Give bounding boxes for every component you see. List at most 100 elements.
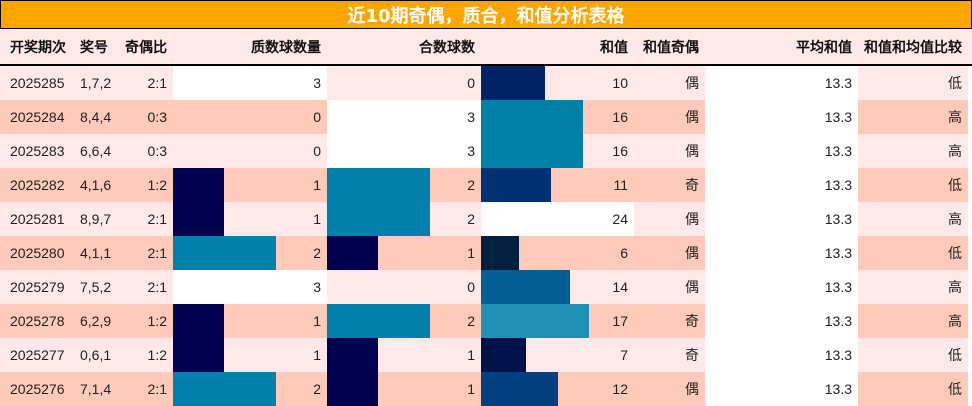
prime-count-value: 3 xyxy=(313,75,321,91)
composite-count-bar xyxy=(327,236,378,270)
composite-count-value: 2 xyxy=(467,211,475,227)
cell-avg-sum: 13.3 xyxy=(705,338,858,372)
composite-count-bar xyxy=(327,338,378,372)
cell-composite-count: 0 xyxy=(327,270,481,304)
sum-value: 10 xyxy=(612,75,628,91)
cell-sum-vs-avg: 低 xyxy=(858,66,968,100)
composite-count-value: 0 xyxy=(467,75,475,91)
cell-odd-even-ratio: 2:1 xyxy=(118,202,173,236)
sum-bar xyxy=(481,202,634,236)
sum-value: 6 xyxy=(620,245,628,261)
cell-prime-count: 3 xyxy=(173,270,327,304)
sum-bar xyxy=(481,66,545,100)
cell-sum-vs-avg: 高 xyxy=(858,270,968,304)
prime-count-value: 3 xyxy=(313,279,321,295)
prime-count-bar xyxy=(173,372,276,406)
cell-odd-even-ratio: 2:1 xyxy=(118,270,173,304)
composite-count-value: 2 xyxy=(467,177,475,193)
cell-prime-count: 0 xyxy=(173,134,327,168)
cell-composite-count: 2 xyxy=(327,304,481,338)
prime-count-value: 1 xyxy=(313,177,321,193)
table-row: 2025279 7,5,2 2:1 3 0 14 偶 13.3 高 xyxy=(0,270,972,304)
cell-prime-count: 1 xyxy=(173,168,327,202)
cell-sum: 11 xyxy=(481,168,634,202)
cell-sum-parity: 偶 xyxy=(634,236,705,270)
cell-sum-parity: 偶 xyxy=(634,270,705,304)
composite-count-bar xyxy=(327,202,430,236)
cell-sum: 6 xyxy=(481,236,634,270)
cell-sum-vs-avg: 低 xyxy=(858,168,968,202)
sum-value: 17 xyxy=(612,313,628,329)
sum-bar xyxy=(481,304,589,338)
table-row: 2025282 4,1,6 1:2 1 2 11 奇 13.3 低 xyxy=(0,168,972,202)
composite-count-bar xyxy=(327,304,430,338)
cell-prime-count: 1 xyxy=(173,304,327,338)
cell-composite-count: 2 xyxy=(327,168,481,202)
prime-count-bar xyxy=(173,338,224,372)
sum-bar xyxy=(481,338,526,372)
table-row: 2025276 7,1,4 2:1 2 1 12 偶 13.3 低 xyxy=(0,372,972,406)
cell-numbers: 7,1,4 xyxy=(75,372,120,406)
cell-avg-sum: 13.3 xyxy=(705,270,858,304)
composite-count-value: 1 xyxy=(467,245,475,261)
table-row: 2025285 1,7,2 2:1 3 0 10 偶 13.3 低 xyxy=(0,66,972,100)
prime-count-value: 1 xyxy=(313,347,321,363)
cell-composite-count: 1 xyxy=(327,236,481,270)
sum-value: 16 xyxy=(612,143,628,159)
cell-numbers: 6,6,4 xyxy=(75,134,120,168)
composite-count-value: 2 xyxy=(467,313,475,329)
cell-issue: 2025283 xyxy=(0,134,75,168)
composite-count-value: 3 xyxy=(467,143,475,159)
cell-sum-vs-avg: 低 xyxy=(858,338,968,372)
cell-odd-even-ratio: 0:3 xyxy=(118,100,173,134)
cell-composite-count: 1 xyxy=(327,372,481,406)
cell-numbers: 0,6,1 xyxy=(75,338,120,372)
cell-issue: 2025279 xyxy=(0,270,75,304)
sum-bar xyxy=(481,372,558,406)
composite-count-bar xyxy=(327,168,430,202)
composite-count-value: 1 xyxy=(467,347,475,363)
cell-avg-sum: 13.3 xyxy=(705,304,858,338)
cell-sum-parity: 偶 xyxy=(634,66,705,100)
cell-composite-count: 1 xyxy=(327,338,481,372)
cell-sum: 10 xyxy=(481,66,634,100)
cell-avg-sum: 13.3 xyxy=(705,100,858,134)
cell-sum-vs-avg: 低 xyxy=(858,236,968,270)
cell-odd-even-ratio: 2:1 xyxy=(118,66,173,100)
cell-sum-parity: 偶 xyxy=(634,372,705,406)
cell-avg-sum: 13.3 xyxy=(705,134,858,168)
cell-avg-sum: 13.3 xyxy=(705,236,858,270)
cell-sum: 16 xyxy=(481,100,634,134)
cell-composite-count: 3 xyxy=(327,134,481,168)
cell-issue: 2025284 xyxy=(0,100,75,134)
prime-count-bar xyxy=(173,168,224,202)
cell-sum: 17 xyxy=(481,304,634,338)
header-issue: 开奖期次 xyxy=(10,39,66,56)
table-row: 2025277 0,6,1 1:2 1 1 7 奇 13.3 低 xyxy=(0,338,972,372)
cell-numbers: 6,2,9 xyxy=(75,304,120,338)
cell-issue: 2025276 xyxy=(0,372,75,406)
cell-prime-count: 2 xyxy=(173,372,327,406)
cell-odd-even-ratio: 1:2 xyxy=(118,338,173,372)
composite-count-value: 1 xyxy=(467,381,475,397)
prime-count-bar xyxy=(173,304,224,338)
table-row: 2025281 8,9,7 2:1 1 2 24 偶 13.3 高 xyxy=(0,202,972,236)
cell-sum-parity: 奇 xyxy=(634,304,705,338)
cell-prime-count: 2 xyxy=(173,236,327,270)
cell-composite-count: 2 xyxy=(327,202,481,236)
prime-count-bar xyxy=(173,270,327,304)
header-composite-count: 合数球数 xyxy=(419,39,475,56)
sum-value: 12 xyxy=(612,381,628,397)
sum-value: 16 xyxy=(612,109,628,125)
prime-count-value: 0 xyxy=(313,109,321,125)
cell-composite-count: 0 xyxy=(327,66,481,100)
prime-count-value: 1 xyxy=(313,211,321,227)
cell-odd-even-ratio: 1:2 xyxy=(118,304,173,338)
cell-issue: 2025282 xyxy=(0,168,75,202)
prime-count-value: 1 xyxy=(313,313,321,329)
header-numbers: 奖号 xyxy=(80,39,108,56)
prime-count-value: 2 xyxy=(313,381,321,397)
header-sum-vs-avg: 和值和均值比较 xyxy=(864,39,962,56)
cell-numbers: 8,4,4 xyxy=(75,100,120,134)
cell-numbers: 8,9,7 xyxy=(75,202,120,236)
